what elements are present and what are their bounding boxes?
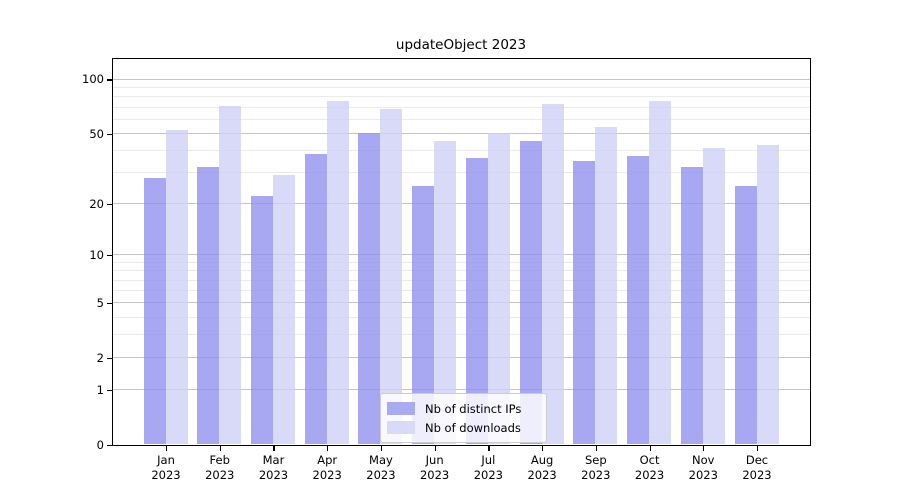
legend-row: Nb of distinct IPs xyxy=(387,399,540,418)
x-tick-mark xyxy=(649,446,651,451)
bar-downloads-may xyxy=(380,109,403,444)
gridline xyxy=(113,302,810,304)
x-tick-mark xyxy=(219,446,221,451)
bar-downloads-aug xyxy=(541,103,564,444)
bar-downloads-mar xyxy=(272,174,295,444)
bar-downloads-jul xyxy=(487,133,510,444)
x-tick-mark xyxy=(327,446,329,451)
y-tick-mark xyxy=(107,389,112,391)
y-tick-mark xyxy=(107,302,112,304)
bar-downloads-oct xyxy=(649,101,672,444)
x-tick-label: Mar 2023 xyxy=(258,452,289,482)
x-tick-mark xyxy=(166,446,168,451)
y-tick-mark xyxy=(107,79,112,81)
bar-distinct-ips-dec xyxy=(734,186,757,444)
plot-area xyxy=(112,58,811,446)
y-tick-label: 20 xyxy=(89,196,104,211)
x-tick-mark xyxy=(273,446,275,451)
bar-downloads-dec xyxy=(756,144,779,444)
legend-swatch-distinct-ips xyxy=(387,402,415,415)
legend-row: Nb of downloads xyxy=(387,418,540,437)
y-tick-label: 50 xyxy=(89,126,104,141)
bar-distinct-ips-jul xyxy=(465,158,488,444)
bar-downloads-jan xyxy=(165,129,188,444)
gridline xyxy=(113,203,810,205)
x-tick-mark xyxy=(434,446,436,451)
legend: Nb of distinct IPs Nb of downloads xyxy=(380,393,547,443)
bar-downloads-feb xyxy=(219,105,242,444)
y-tick-mark xyxy=(107,444,112,446)
gridline xyxy=(113,389,810,391)
y-tick-label: 5 xyxy=(96,295,104,310)
bar-downloads-nov xyxy=(702,148,725,444)
x-tick-mark xyxy=(380,446,383,451)
gridline xyxy=(113,96,810,98)
x-tick-label: May 2023 xyxy=(366,452,396,482)
y-tick-mark xyxy=(107,203,112,205)
bar-downloads-apr xyxy=(326,101,349,444)
bar-downloads-jun xyxy=(434,141,457,444)
x-tick-label: Jun 2023 xyxy=(419,452,450,482)
gridline xyxy=(113,270,810,272)
chart-title: updateObject 2023 xyxy=(395,37,527,53)
bar-distinct-ips-feb xyxy=(197,167,220,444)
gridline xyxy=(113,106,810,108)
y-tick-label: 0 xyxy=(96,437,104,452)
gridline xyxy=(113,316,810,318)
y-tick-mark xyxy=(107,133,112,135)
legend-label-distinct-ips: Nb of distinct IPs xyxy=(425,401,522,416)
x-tick-mark xyxy=(757,446,759,451)
y-tick-mark xyxy=(107,254,112,257)
gridline xyxy=(113,133,810,134)
y-tick-label: 10 xyxy=(89,247,104,262)
bar-distinct-ips-jan xyxy=(143,177,166,444)
gridline xyxy=(113,150,810,152)
bar-distinct-ips-may xyxy=(358,133,381,444)
bar-distinct-ips-aug xyxy=(519,141,542,444)
gridline xyxy=(113,254,810,256)
x-tick-label: Dec 2023 xyxy=(742,452,772,482)
bar-distinct-ips-sep xyxy=(573,160,596,444)
x-tick-mark xyxy=(703,446,705,451)
bar-distinct-ips-oct xyxy=(627,156,650,444)
bar-distinct-ips-nov xyxy=(680,167,703,444)
bar-distinct-ips-mar xyxy=(250,195,273,444)
bar-distinct-ips-jun xyxy=(412,186,435,444)
gridline xyxy=(113,172,810,174)
x-tick-mark xyxy=(542,446,544,451)
y-tick-mark xyxy=(107,357,112,359)
gridline xyxy=(113,118,810,120)
gridline xyxy=(113,334,810,336)
x-tick-mark xyxy=(595,446,597,451)
bar-downloads-sep xyxy=(595,127,618,444)
x-tick-label: Apr 2023 xyxy=(312,452,342,482)
legend-label-downloads: Nb of downloads xyxy=(425,420,521,435)
x-tick-label: Jan 2023 xyxy=(151,452,181,482)
x-tick-mark xyxy=(488,446,490,451)
legend-swatch-downloads xyxy=(387,421,415,434)
x-tick-label: Nov 2023 xyxy=(688,452,718,482)
x-tick-label: Jul 2023 xyxy=(473,452,503,482)
x-tick-label: Oct 2023 xyxy=(634,452,665,482)
y-tick-label: 2 xyxy=(96,350,104,365)
bar-distinct-ips-apr xyxy=(304,154,327,444)
gridline xyxy=(113,357,810,359)
x-tick-label: Aug 2023 xyxy=(527,452,557,482)
gridline xyxy=(113,290,810,292)
gridline xyxy=(113,87,810,89)
y-tick-label: 1 xyxy=(96,382,104,397)
gridline xyxy=(113,78,810,80)
x-tick-label: Sep 2023 xyxy=(581,452,611,482)
gridline xyxy=(113,261,810,263)
x-tick-label: Feb 2023 xyxy=(205,452,235,482)
y-tick-label: 100 xyxy=(82,72,104,87)
gridline xyxy=(113,279,810,281)
